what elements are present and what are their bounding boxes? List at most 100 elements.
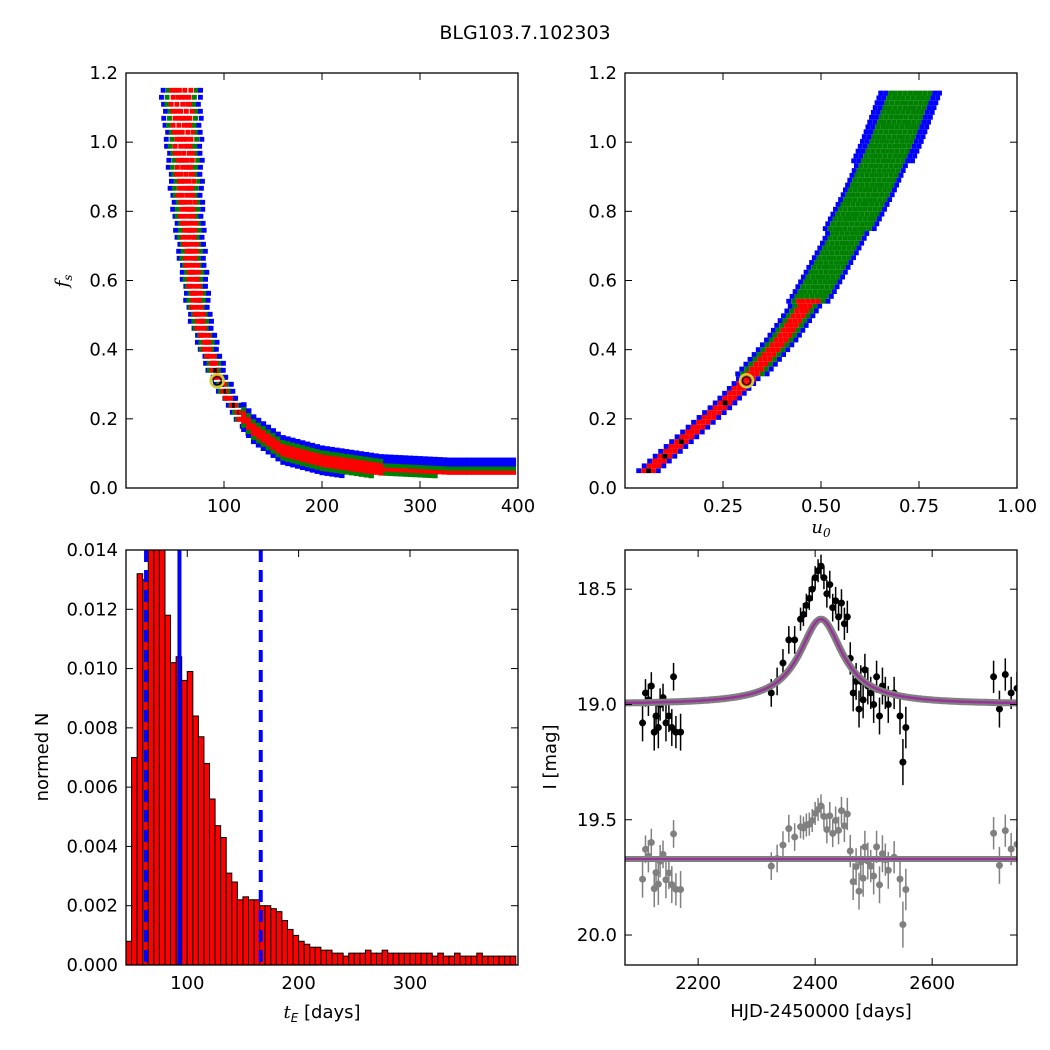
- heatmap-cell: [446, 457, 453, 463]
- heatmap-cell: [163, 136, 169, 142]
- heatmap-cell: [270, 432, 276, 438]
- heatmap-cell: [779, 323, 785, 328]
- heatmap-cell: [876, 95, 882, 101]
- heatmap-cell: [852, 177, 858, 183]
- heatmap-cell: [201, 332, 207, 338]
- histogram-bar: [498, 955, 506, 966]
- p1-xtick-label: 100: [207, 496, 241, 517]
- heatmap-cell: [736, 381, 742, 386]
- heatmap-cell: [894, 124, 900, 130]
- heatmap-cell: [870, 192, 876, 198]
- heatmap-cell: [402, 459, 409, 465]
- heatmap-cell: [255, 442, 262, 448]
- heatmap-cell: [383, 462, 389, 468]
- heatmap-cell: [731, 385, 737, 391]
- data-point: [799, 611, 807, 619]
- heatmap-cell: [868, 129, 874, 135]
- heatmap-cell: [896, 119, 902, 125]
- heatmap-cell: [866, 177, 872, 183]
- heatmap-cell: [265, 441, 272, 447]
- heatmap-cell: [824, 240, 830, 246]
- heatmap-cell: [192, 269, 198, 275]
- heatmap-cell: [891, 119, 897, 125]
- heatmap-cell: [798, 279, 804, 285]
- heatmap-cell: [348, 453, 355, 459]
- heatmap-cell: [181, 150, 187, 156]
- heatmap-cell: [205, 318, 211, 324]
- heatmap-cell: [196, 269, 202, 275]
- p3-xtick-label: 100: [170, 973, 204, 994]
- heatmap-cell: [169, 164, 175, 170]
- heatmap-cell: [822, 289, 827, 294]
- heatmap-cell: [874, 211, 880, 217]
- heatmap-cell: [820, 298, 826, 304]
- histogram-bar: [370, 952, 378, 966]
- residual-point: [855, 887, 863, 895]
- heatmap-cell: [402, 467, 409, 473]
- heatmap-cell: [652, 453, 658, 459]
- heatmap-cell: [923, 114, 928, 120]
- heatmap-cell: [309, 442, 316, 448]
- heatmap-cell: [882, 143, 888, 149]
- heatmap-cell: [895, 110, 901, 115]
- heatmap-cell: [255, 438, 262, 444]
- heatmap-cell: [183, 297, 189, 303]
- heatmap-cell: [329, 455, 335, 461]
- heatmap-cell: [378, 458, 384, 464]
- heatmap-cell: [797, 303, 803, 309]
- residual-point: [884, 866, 892, 874]
- heatmap-cell: [897, 153, 903, 159]
- heatmap-cell: [839, 231, 845, 236]
- heatmap-cell: [397, 471, 404, 477]
- heatmap-cell: [850, 192, 856, 198]
- heatmap-cell: [442, 457, 448, 463]
- data-point: [817, 562, 825, 570]
- heatmap-cell: [173, 178, 179, 184]
- heatmap-cell: [195, 311, 201, 317]
- heatmap-cell: [833, 269, 838, 275]
- heatmap-cell: [842, 206, 848, 212]
- heatmap-cell: [185, 122, 191, 128]
- histogram-bar: [320, 949, 327, 966]
- histogram-bar: [125, 940, 133, 966]
- heatmap-cell: [466, 457, 472, 463]
- data-point: [785, 636, 793, 644]
- heatmap-cell: [275, 431, 281, 437]
- heatmap-cell: [223, 374, 229, 380]
- heatmap-cell: [840, 192, 846, 198]
- heatmap-cell: [220, 367, 226, 373]
- heatmap-cell: [847, 235, 852, 241]
- heatmap-cell: [178, 157, 184, 163]
- heatmap-cell: [646, 468, 651, 474]
- data-point: [840, 620, 848, 628]
- heatmap-cell: [193, 283, 199, 289]
- heatmap-cell: [849, 172, 855, 178]
- heatmap-cell: [491, 465, 497, 471]
- heatmap-cell: [412, 472, 419, 478]
- heatmap-cell: [937, 90, 942, 96]
- histogram-bar: [281, 920, 288, 966]
- heatmap-cell: [816, 264, 822, 270]
- heatmap-cell: [908, 114, 914, 120]
- residual-point: [668, 881, 676, 889]
- histogram-bar: [392, 952, 400, 966]
- histogram-bar: [487, 955, 495, 966]
- heatmap-cell: [766, 352, 772, 357]
- heatmap-cell: [788, 337, 794, 343]
- heatmap-cell: [442, 469, 448, 475]
- heatmap-cell: [903, 114, 909, 120]
- heatmap-cell: [191, 94, 197, 100]
- heatmap-cell: [353, 458, 360, 464]
- heatmap-cell: [189, 227, 195, 233]
- heatmap-cell: [835, 201, 841, 207]
- heatmap-cell: [383, 466, 389, 472]
- heatmap-cell: [189, 283, 195, 289]
- p2-xtick-label: 0.25: [703, 496, 743, 517]
- heatmap-cell: [768, 337, 774, 343]
- heatmap-cell: [870, 158, 876, 164]
- heatmap-cell: [165, 129, 171, 135]
- heatmap-cell: [179, 115, 185, 121]
- heatmap-cell: [290, 441, 296, 447]
- heatmap-cell: [820, 274, 826, 280]
- heatmap-cell: [838, 260, 844, 265]
